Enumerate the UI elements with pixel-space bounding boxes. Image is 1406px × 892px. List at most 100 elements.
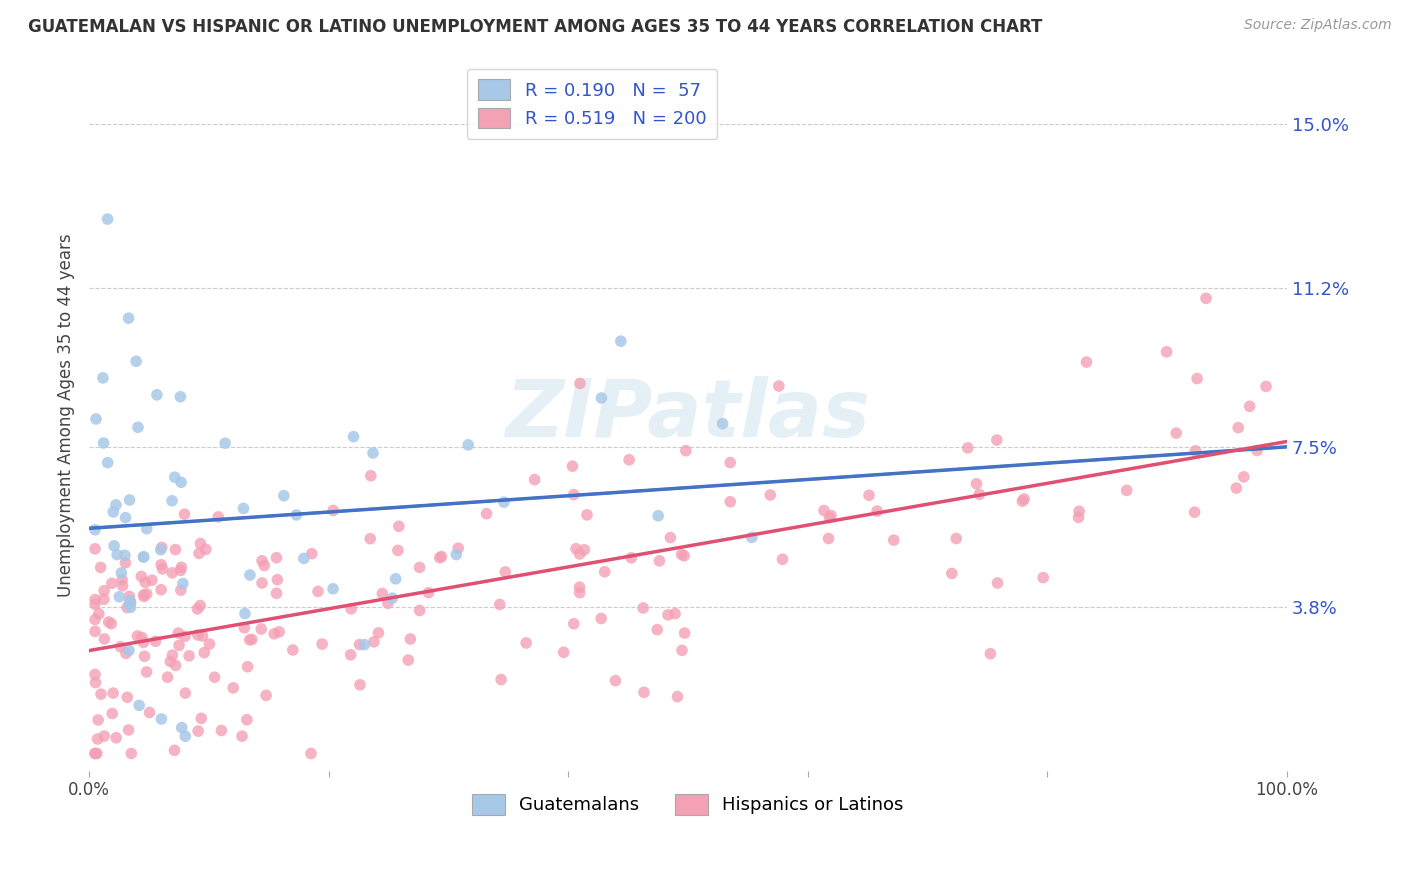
Point bbox=[198, 637, 221, 651]
Point bbox=[360, 468, 382, 483]
Point bbox=[1195, 291, 1218, 305]
Point bbox=[240, 632, 263, 647]
Point bbox=[307, 584, 329, 599]
Point bbox=[114, 556, 136, 570]
Point bbox=[718, 494, 741, 508]
Point bbox=[146, 388, 169, 402]
Point bbox=[349, 678, 371, 692]
Point bbox=[1166, 426, 1188, 441]
Point bbox=[568, 547, 591, 561]
Text: Source: ZipAtlas.com: Source: ZipAtlas.com bbox=[1244, 18, 1392, 32]
Point bbox=[162, 648, 184, 662]
Point bbox=[387, 543, 409, 558]
Point bbox=[858, 488, 880, 502]
Point bbox=[101, 706, 124, 721]
Point bbox=[117, 311, 139, 326]
Point bbox=[269, 624, 291, 639]
Point bbox=[363, 635, 385, 649]
Point bbox=[817, 532, 839, 546]
Point bbox=[209, 723, 232, 738]
Point bbox=[301, 547, 323, 561]
Point bbox=[118, 593, 141, 607]
Point bbox=[523, 473, 546, 487]
Point bbox=[340, 602, 363, 616]
Point bbox=[87, 713, 110, 727]
Point bbox=[132, 635, 155, 649]
Point bbox=[131, 569, 153, 583]
Point bbox=[96, 212, 118, 227]
Point bbox=[1156, 344, 1178, 359]
Point bbox=[132, 588, 155, 602]
Point bbox=[673, 626, 696, 640]
Point bbox=[281, 643, 304, 657]
Point bbox=[322, 503, 344, 517]
Point bbox=[163, 470, 186, 484]
Point bbox=[475, 507, 498, 521]
Point bbox=[222, 681, 245, 695]
Point bbox=[266, 550, 288, 565]
Point bbox=[986, 576, 1008, 591]
Point bbox=[167, 638, 190, 652]
Point bbox=[377, 596, 399, 610]
Point bbox=[418, 585, 440, 599]
Point bbox=[115, 600, 138, 615]
Point bbox=[188, 546, 211, 560]
Point bbox=[84, 412, 107, 426]
Point bbox=[118, 590, 141, 604]
Point bbox=[759, 488, 782, 502]
Point bbox=[353, 638, 375, 652]
Point bbox=[125, 354, 148, 368]
Point bbox=[591, 391, 613, 405]
Point bbox=[659, 531, 682, 545]
Point bbox=[110, 566, 132, 580]
Point bbox=[399, 632, 422, 646]
Point bbox=[100, 616, 122, 631]
Point bbox=[645, 623, 668, 637]
Point bbox=[1227, 420, 1250, 434]
Point bbox=[97, 456, 120, 470]
Point bbox=[250, 576, 273, 591]
Point bbox=[266, 586, 288, 600]
Point bbox=[87, 607, 110, 621]
Point bbox=[381, 591, 404, 606]
Point bbox=[134, 649, 156, 664]
Point bbox=[1184, 443, 1206, 458]
Point bbox=[430, 549, 453, 564]
Point bbox=[408, 560, 430, 574]
Point bbox=[457, 438, 479, 452]
Point bbox=[232, 501, 254, 516]
Point bbox=[131, 631, 153, 645]
Point bbox=[292, 551, 315, 566]
Point bbox=[84, 747, 107, 761]
Point bbox=[152, 562, 174, 576]
Point bbox=[135, 665, 157, 679]
Point bbox=[101, 686, 124, 700]
Point bbox=[575, 508, 598, 522]
Point bbox=[250, 554, 273, 568]
Point bbox=[359, 532, 381, 546]
Point bbox=[127, 420, 149, 434]
Point bbox=[170, 721, 193, 735]
Point bbox=[90, 560, 112, 574]
Point bbox=[105, 548, 128, 562]
Point bbox=[675, 443, 697, 458]
Point bbox=[266, 573, 288, 587]
Point bbox=[193, 646, 215, 660]
Point bbox=[120, 600, 142, 615]
Point bbox=[768, 379, 790, 393]
Point bbox=[447, 541, 470, 556]
Point bbox=[159, 655, 181, 669]
Point bbox=[718, 456, 741, 470]
Point bbox=[91, 371, 114, 385]
Point bbox=[311, 637, 333, 651]
Point bbox=[174, 686, 197, 700]
Point bbox=[84, 612, 107, 626]
Point bbox=[941, 566, 963, 581]
Point bbox=[150, 541, 173, 555]
Point bbox=[254, 689, 277, 703]
Point bbox=[108, 590, 131, 604]
Point bbox=[117, 690, 139, 705]
Point bbox=[263, 627, 285, 641]
Point bbox=[1246, 443, 1268, 458]
Point bbox=[339, 648, 361, 662]
